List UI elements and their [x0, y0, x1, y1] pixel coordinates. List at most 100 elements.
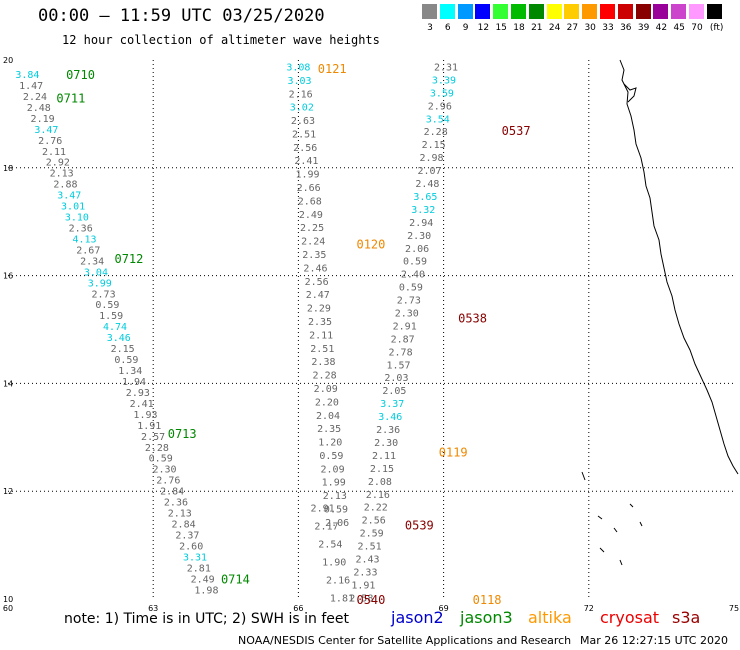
swh-value: 2.28 — [145, 443, 169, 454]
swh-value: 2.91 — [393, 321, 417, 332]
legend-label: 12 — [477, 23, 490, 33]
satellite-altika: altika — [528, 608, 572, 627]
swh-value: 1.99 — [322, 478, 346, 489]
swh-value: 2.63 — [291, 116, 315, 127]
lakshadweep-island-3 — [613, 527, 618, 533]
swh-value: 2.04 — [316, 411, 340, 422]
swh-value: 3.04 — [84, 267, 108, 278]
legend-swatch — [475, 4, 491, 19]
legend-swatch — [528, 4, 544, 19]
lakshadweep-island-1 — [581, 471, 586, 481]
swh-value: 3.10 — [65, 213, 89, 224]
pass-time-labels: 0710 0711 0712 0713 0714 0121 0120 0119 0118 0537… — [56, 62, 530, 607]
swh-value: 2.28 — [424, 127, 448, 138]
legend-label: 21 — [531, 23, 543, 33]
swh-value: 2.36 — [164, 498, 188, 509]
pass-time-label: 0712 — [114, 252, 143, 266]
pass-time-label: 0118 — [473, 593, 502, 607]
map-title: 00:00 – 11:59 UTC 03/25/2020 — [38, 6, 325, 26]
swh-value: 2.73 — [92, 289, 116, 300]
legend-swatch — [671, 4, 687, 19]
swh-value: 2.07 — [417, 166, 441, 177]
swh-value: 2.58 — [349, 593, 373, 604]
legend-label: 39 — [637, 23, 650, 33]
lat-tick-label: 10 — [3, 595, 13, 604]
swh-value: 0.59 — [114, 355, 138, 366]
legend-swatch — [653, 4, 669, 19]
maldives-island — [619, 559, 623, 566]
swh-value: 2.92 — [46, 158, 70, 169]
swh-value: 3.32 — [411, 205, 435, 216]
legend-label: 18 — [513, 23, 525, 33]
swh-value: 2.81 — [187, 563, 211, 574]
legend-swatch — [617, 4, 633, 19]
swh-value: 1.93 — [133, 410, 157, 421]
legend-label: 3 — [427, 23, 433, 33]
legend-label: 27 — [566, 23, 579, 33]
swh-value: 2.24 — [23, 92, 47, 103]
swh-value: 2.25 — [300, 223, 324, 234]
swh-value: 2.38 — [311, 357, 335, 368]
swh-value: 2.29 — [307, 304, 331, 315]
swh-value: 1.34 — [118, 366, 142, 377]
swh-value: 3.47 — [57, 191, 81, 202]
lon-tick-label: 72 — [584, 604, 594, 613]
swh-value: 2.47 — [306, 290, 330, 301]
swh-value: 2.16 — [326, 575, 350, 586]
swh-value: 2.91 — [311, 503, 335, 514]
swh-value: 3.65 — [413, 192, 437, 203]
swh-value: 2.76 — [38, 136, 62, 147]
swh-value: 2.19 — [31, 114, 55, 125]
lat-tick-label: 14 — [3, 379, 13, 388]
legend-label: 70 — [691, 23, 703, 33]
legend-label: 15 — [495, 23, 507, 33]
pass-time-label: 0120 — [356, 237, 385, 251]
swh-value: 0.59 — [95, 300, 119, 311]
gulf-of-khambhat — [623, 83, 637, 103]
pass-time-label: 0714 — [221, 573, 250, 587]
swh-value: 2.09 — [321, 464, 345, 475]
swh-value: 1.59 — [99, 311, 123, 322]
swh-value: 2.51 — [358, 542, 382, 553]
lakshadweep-island-5 — [599, 547, 605, 553]
swh-value: 2.88 — [53, 180, 77, 191]
swh-value: 3.46 — [378, 412, 402, 423]
swh-value: 1.99 — [295, 170, 319, 181]
lakshadweep-island-4 — [629, 503, 634, 508]
swh-value: 2.20 — [315, 397, 339, 408]
pass-time-label: 0119 — [439, 445, 468, 459]
swh-value: 3.99 — [88, 278, 112, 289]
swh-value: 2.67 — [76, 245, 100, 256]
pass-time-label: 0540 — [356, 593, 385, 607]
swh-value: 2.56 — [362, 516, 386, 527]
legend-swatch — [635, 4, 651, 19]
swh-value: 1.91 — [351, 580, 375, 591]
legend-swatch — [546, 4, 562, 19]
swh-value: 2.51 — [310, 344, 334, 355]
footer-note: note: 1) Time is in UTC; 2) SWH is in fe… — [64, 611, 350, 627]
swh-value: 2.76 — [156, 476, 180, 487]
lakshadweep-island-2 — [597, 515, 603, 520]
swh-value: 2.41 — [130, 399, 154, 410]
swh-value: 2.36 — [69, 224, 93, 235]
swh-value: 3.08 — [286, 62, 310, 73]
swh-value: 3.59 — [430, 88, 454, 99]
pass-time-label: 0121 — [318, 62, 347, 76]
axis-labels: 60 63 66 69 72 75 10 12 14 16 18 20 — [3, 56, 739, 613]
swh-value: 2.48 — [415, 179, 439, 190]
swh-value: 2.16 — [366, 490, 390, 501]
swh-value: 4.13 — [72, 234, 96, 245]
header: 00:00 – 11:59 UTC 03/25/2020 12 hour col… — [0, 0, 740, 55]
swh-value: 2.35 — [308, 317, 332, 328]
swh-value: 2.35 — [317, 424, 341, 435]
swh-value: 2.11 — [309, 330, 333, 341]
swh-value: 3.84 — [15, 70, 39, 81]
swh-value: 2.57 — [141, 432, 165, 443]
swh-value: 2.09 — [314, 384, 338, 395]
swh-value: 1.57 — [386, 360, 410, 371]
legend-swatch — [564, 4, 580, 19]
swh-value: 2.46 — [303, 263, 327, 274]
pass-time-label: 0539 — [405, 519, 434, 533]
swh-value: 2.28 — [313, 371, 337, 382]
